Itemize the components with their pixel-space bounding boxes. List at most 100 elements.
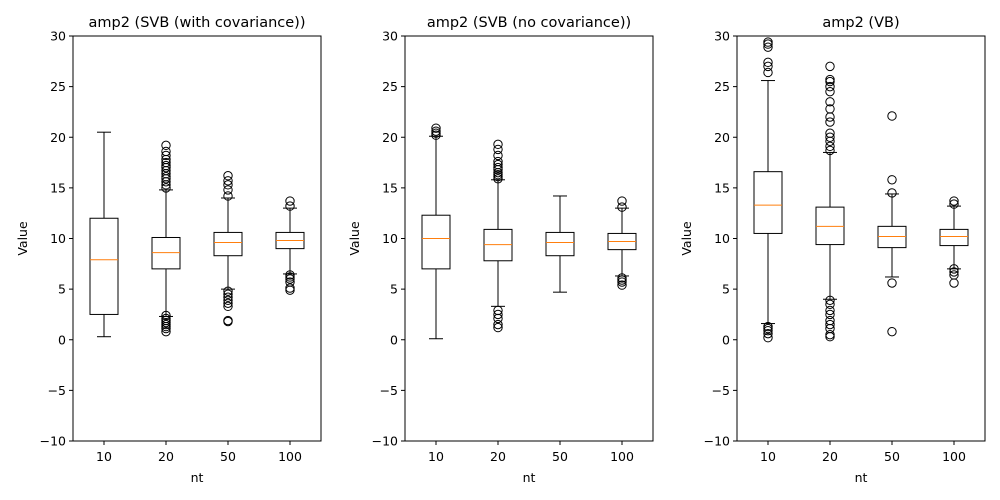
y-tick-label: 20: [714, 130, 730, 145]
flier-point: [949, 270, 959, 280]
flier-point: [825, 81, 835, 92]
y-tick-label: 20: [382, 130, 398, 145]
x-axis-label: nt: [191, 470, 204, 485]
subplot-svb-with-covariance: −10 −5 0 5 10 15 20 25 30 10 20 50 100 amp2 (SVB (wit…: [15, 15, 322, 485]
flier-point: [161, 157, 171, 168]
flier-point: [161, 310, 171, 321]
flier-point: [493, 319, 503, 330]
y-tick-label: 30: [714, 29, 730, 44]
box-iqr: [421, 214, 451, 270]
flier-point: [223, 289, 233, 299]
flier-point: [223, 191, 233, 201]
y-tick-label: 5: [390, 282, 398, 297]
flier-point: [825, 315, 835, 326]
y-tick-label: 30: [382, 29, 398, 44]
box-group-20: [483, 139, 513, 333]
box-group-100: [939, 196, 969, 288]
y-tick-label: −5: [712, 383, 730, 398]
flier-point: [161, 140, 171, 151]
box-group-10: [753, 37, 783, 343]
flier-point: [887, 326, 897, 337]
box-group-20: [151, 140, 181, 337]
box-iqr: [89, 217, 119, 315]
x-tick-label: 20: [158, 449, 174, 464]
flier-point: [949, 199, 959, 209]
box-group-10: [89, 131, 119, 338]
flier-point: [763, 42, 773, 52]
flier-point: [223, 286, 233, 296]
flier-point: [493, 322, 503, 333]
flier-point: [887, 278, 897, 288]
flier-point: [493, 162, 503, 173]
y-axis-label: Value: [15, 221, 30, 256]
box-iqr: [939, 228, 969, 247]
box-iqr: [213, 231, 243, 257]
box-iqr: [151, 236, 181, 270]
chart-title: amp2 (SVB (with covariance)): [89, 15, 306, 31]
flier-point: [825, 97, 835, 107]
flier-point: [617, 202, 627, 212]
flier-point: [223, 171, 233, 181]
flier-point: [763, 328, 773, 339]
y-tick-label: −5: [380, 383, 398, 398]
flier-point: [949, 267, 959, 277]
subplot-svb-no-covariance: −10 −5 0 5 10 15 20 25 30 10 20 50 100 amp2 (SVB (no …: [347, 15, 654, 485]
y-tick-label: 25: [50, 79, 66, 94]
flier-point: [825, 141, 835, 152]
box-iqr: [483, 228, 513, 262]
chart-title: amp2 (VB): [822, 15, 899, 31]
box-iqr: [753, 171, 783, 234]
y-tick-label: 25: [714, 79, 730, 94]
flier-point: [825, 309, 835, 320]
x-tick-label: 50: [220, 449, 236, 464]
y-tick-label: 0: [390, 332, 398, 347]
flier-point: [617, 280, 627, 290]
flier-point: [223, 292, 233, 302]
y-tick-label: −5: [48, 383, 66, 398]
flier-point: [763, 37, 773, 47]
y-tick-label: 5: [722, 282, 730, 297]
flier-point: [825, 128, 835, 138]
y-tick-label: 15: [714, 180, 730, 195]
flier-point: [949, 196, 959, 206]
y-tick-label: −10: [704, 434, 730, 449]
box-iqr: [815, 206, 845, 246]
y-axis-label: Value: [347, 221, 362, 256]
flier-point: [223, 315, 233, 326]
flier-point: [431, 126, 441, 136]
box-group-100: [275, 196, 305, 295]
flier-point: [431, 123, 441, 133]
flier-point: [161, 326, 171, 337]
flier-point: [493, 309, 503, 320]
y-tick-label: 0: [722, 332, 730, 347]
flier-point: [223, 301, 233, 312]
flier-point: [161, 183, 171, 193]
flier-point: [825, 319, 835, 330]
flier-point: [223, 298, 233, 308]
flier-point: [493, 144, 503, 155]
flier-point: [493, 159, 503, 170]
flier-point: [825, 104, 835, 114]
flier-point: [825, 74, 835, 85]
x-tick-label: 100: [942, 449, 966, 464]
x-tick-label: 10: [96, 449, 112, 464]
box-group-50: [877, 111, 907, 337]
flier-point: [825, 132, 835, 142]
subplot-vb: −10 −5 0 5 10 15 20 25 30 10 20 50 100 amp2 (VB) nt Val…: [679, 15, 986, 485]
y-tick-label: 30: [50, 29, 66, 44]
flier-point: [825, 61, 835, 72]
x-tick-label: 100: [610, 449, 634, 464]
y-tick-label: 10: [382, 231, 398, 246]
x-tick-label: 50: [552, 449, 568, 464]
flier-point: [763, 67, 773, 78]
y-tick-label: 10: [50, 231, 66, 246]
box-group-100: [607, 196, 637, 290]
y-axis-label: Value: [679, 221, 694, 256]
y-tick-label: 20: [50, 130, 66, 145]
y-tick-label: 0: [58, 332, 66, 347]
flier-point: [161, 172, 171, 182]
x-tick-label: 10: [760, 449, 776, 464]
flier-point: [285, 201, 295, 211]
flier-point: [161, 150, 171, 161]
x-tick-label: 10: [428, 449, 444, 464]
